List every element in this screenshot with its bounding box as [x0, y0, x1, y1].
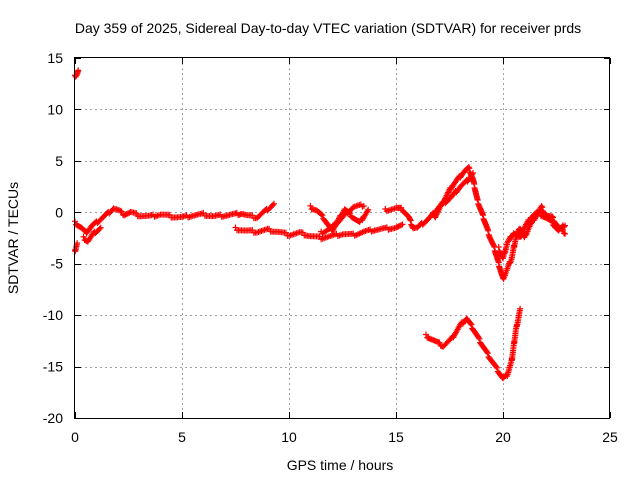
data-point: [422, 331, 429, 338]
data-layer: [72, 67, 569, 382]
data-point: [360, 203, 367, 210]
y-tick-label: -5: [51, 256, 64, 272]
data-point: [549, 218, 556, 225]
series-prds-j: [495, 208, 569, 262]
data-point: [97, 224, 104, 231]
data-point: [560, 230, 567, 237]
x-tick-label: 5: [178, 429, 186, 445]
series-prds-b: [72, 240, 81, 255]
chart-title: Day 359 of 2025, Sidereal Day-to-day VTE…: [75, 20, 581, 36]
data-point: [398, 222, 405, 229]
series-prds-k: [422, 305, 524, 382]
series-prds-e: [232, 221, 406, 243]
data-point: [118, 208, 125, 215]
data-point: [562, 230, 569, 237]
grid-layer: [75, 58, 610, 418]
plot-frame: [74, 57, 610, 419]
data-point: [490, 242, 497, 249]
data-point: [493, 363, 500, 370]
data-point: [484, 349, 491, 356]
series-prds-c: [72, 200, 278, 237]
y-tick-label: 15: [47, 50, 63, 66]
data-point: [96, 225, 103, 232]
x-tick-label: 0: [71, 429, 79, 445]
x-tick-label: 25: [602, 429, 618, 445]
data-point: [476, 335, 483, 342]
data-point: [407, 216, 414, 223]
data-point: [80, 233, 87, 240]
data-point: [495, 244, 502, 251]
data-point: [538, 203, 545, 210]
data-point: [398, 204, 405, 211]
data-point: [467, 320, 474, 327]
data-point: [407, 217, 414, 224]
data-point: [562, 222, 569, 229]
data-point: [271, 200, 278, 207]
y-tick-label: -10: [43, 307, 63, 323]
data-point: [517, 305, 524, 312]
data-point: [475, 334, 482, 341]
series-prds-a: [72, 67, 82, 80]
data-point: [494, 364, 501, 371]
data-point: [536, 209, 543, 216]
data-point: [399, 221, 406, 228]
x-tick-label: 10: [281, 429, 297, 445]
data-point: [484, 350, 491, 357]
data-point: [365, 206, 372, 213]
y-tick-label: -15: [43, 359, 63, 375]
y-tick-label: 5: [55, 153, 63, 169]
data-point: [548, 217, 555, 224]
data-point: [307, 202, 314, 209]
data-point: [436, 339, 443, 346]
data-point: [468, 321, 475, 328]
data-point: [133, 210, 140, 217]
y-tick-label: -20: [43, 410, 63, 426]
x-axis-label: GPS time / hours: [287, 457, 394, 473]
data-point: [319, 212, 326, 219]
x-tick-label: 20: [495, 429, 511, 445]
data-point: [550, 214, 557, 221]
data-point: [539, 204, 546, 211]
data-point: [75, 67, 82, 74]
x-tick-label: 15: [388, 429, 404, 445]
data-point: [74, 240, 81, 247]
y-axis-label: SDTVAR / TECUs: [5, 182, 21, 294]
series-prds-g: [318, 201, 367, 237]
y-tick-label: 0: [55, 204, 63, 220]
data-point: [269, 201, 276, 208]
data-point: [560, 223, 567, 230]
series-prds-i: [431, 164, 569, 282]
y-tick-label: 10: [47, 101, 63, 117]
series-prds-d: [80, 224, 104, 245]
data-point: [318, 211, 325, 218]
tick-layer: 0 5 10 15 20 25 -20 -15 -10 -5 0 5 10 15: [43, 50, 618, 445]
